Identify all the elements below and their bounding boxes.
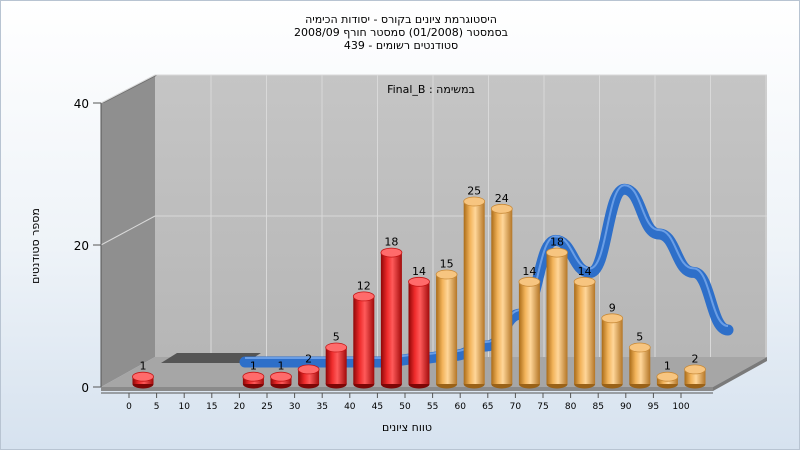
bar-label-60: 25	[467, 185, 481, 198]
x-tick-label-5: 25	[261, 402, 272, 412]
bar-label-0: 1	[140, 360, 147, 373]
x-tick-label-0: 0	[126, 402, 132, 412]
bar-label-70: 14	[522, 265, 536, 278]
x-tick-label-7: 35	[316, 402, 327, 412]
bar-45	[380, 247, 403, 389]
x-tick-label-3: 15	[206, 402, 217, 412]
y-tick-label-2: 40	[74, 97, 89, 111]
y-tick-label-1: 20	[74, 239, 89, 253]
x-tick-label-14: 70	[510, 402, 522, 412]
x-axis-label: טווח ציונים	[382, 421, 432, 434]
bar-label-20: 1	[250, 360, 257, 373]
zero-slab	[161, 353, 261, 363]
bar-0	[132, 371, 154, 389]
gridline-h-side-2	[100, 74, 156, 104]
right-floor-edge	[713, 357, 767, 391]
x-tick-label-2: 10	[178, 402, 190, 412]
bar-label-80: 14	[578, 265, 592, 278]
bar-80	[573, 276, 596, 389]
bar-55	[435, 269, 458, 389]
x-tick-label-19: 95	[648, 402, 659, 412]
x-tick-label-4: 20	[234, 402, 246, 412]
bar-70	[518, 276, 541, 389]
bar-100	[684, 364, 706, 389]
bar-label-65: 24	[495, 192, 509, 205]
zero-slab-shape	[161, 353, 261, 363]
x-tick-label-13: 65	[482, 402, 493, 412]
chart-title-line-1: היסטוגרמת ציונים בקורס - יסודות הכימיה	[305, 13, 497, 26]
bar-label-55: 15	[440, 258, 454, 271]
x-axis: 0 5 10 15 20 25 30 35 40 45 50 55 60 65 70 75 80 85 90 95 10…	[101, 392, 713, 412]
bar-label-25: 1	[278, 360, 285, 373]
bar-label-40: 12	[357, 279, 371, 292]
bar-90	[628, 342, 651, 389]
x-tick-label-17: 85	[592, 402, 603, 412]
x-tick-label-10: 50	[399, 402, 411, 412]
bar-label-95: 1	[664, 360, 671, 373]
floor-front-edge	[101, 387, 713, 391]
bar-20	[242, 371, 265, 389]
bar-label-75: 18	[550, 236, 564, 249]
chart-title-line-3: סטודנטים רשומים - 439	[343, 39, 459, 52]
gridlines	[100, 74, 767, 357]
bars	[132, 196, 706, 389]
bar-label-90: 5	[636, 331, 643, 344]
y-axis-label: מספר סטודנטים	[29, 208, 42, 284]
bar-25	[270, 371, 292, 389]
bar-60	[463, 196, 486, 389]
x-tick-label-12: 60	[454, 402, 466, 412]
bar-30	[297, 364, 320, 389]
task-annotation: במשימה : Final_B	[387, 83, 475, 96]
x-tick-label-18: 90	[620, 402, 632, 412]
y-axis: 0 20 40	[74, 97, 102, 395]
x-tick-label-6: 30	[289, 402, 301, 412]
bar-40	[352, 291, 375, 389]
bar-65	[490, 203, 513, 389]
y-tick-label-0: 0	[81, 381, 89, 395]
bar-label-100: 2	[692, 352, 699, 365]
x-tick-label-1: 5	[154, 402, 160, 412]
x-tick-label-8: 40	[344, 402, 356, 412]
x-tick-label-9: 45	[372, 402, 383, 412]
bar-75	[546, 247, 568, 389]
x-tick-label-11: 55	[427, 402, 438, 412]
x-tick-label-16: 80	[565, 402, 577, 412]
x-tick-label-20: 100	[672, 402, 689, 412]
bar-50	[408, 276, 430, 389]
bar-label-50: 14	[412, 265, 426, 278]
bar-95	[656, 371, 679, 389]
chart-title-line-2: בסמסטר (01/2008) סמסטר חורף 2008/09	[294, 26, 508, 39]
bar-label-30: 2	[305, 352, 312, 365]
bar-35	[325, 342, 348, 389]
gridline-h-side-1	[100, 215, 156, 246]
bar-85	[601, 313, 624, 389]
bar-label-45: 18	[384, 236, 398, 249]
bar-label-35: 5	[333, 331, 340, 344]
bar-label-85: 9	[609, 301, 616, 314]
x-tick-label-15: 75	[537, 402, 548, 412]
